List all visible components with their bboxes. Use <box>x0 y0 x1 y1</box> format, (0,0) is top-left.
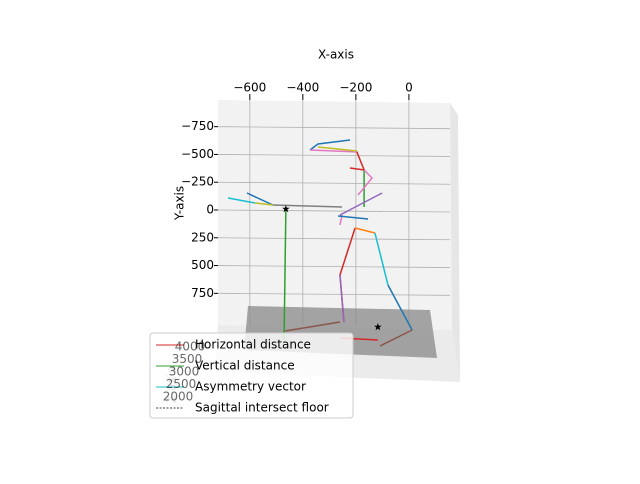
segment <box>317 146 358 152</box>
plot-area <box>227 139 413 347</box>
grid-line <box>217 237 451 241</box>
z-tick-label: 4000 <box>175 340 206 354</box>
segment <box>338 215 369 220</box>
segment <box>387 284 413 331</box>
legend-label: Vertical distance <box>195 359 295 373</box>
segment <box>379 329 413 347</box>
legend: Horizontal distance Vertical distance Asym… <box>149 332 354 419</box>
segment <box>374 232 389 286</box>
grid-line <box>217 292 451 296</box>
grid-line <box>217 265 451 268</box>
z-tick-label: 3000 <box>169 365 200 379</box>
y-axis-label: Y-axis <box>173 186 187 221</box>
legend-label: Horizontal distance <box>195 338 311 352</box>
x-tick-label: −200 <box>339 81 372 95</box>
segment <box>246 192 274 206</box>
segment <box>309 149 359 153</box>
side-pane <box>450 103 460 382</box>
x-tick-label: −400 <box>286 81 319 95</box>
legend-label: Sagittal intersect floor <box>195 401 329 415</box>
y-tick-label: −250 <box>181 175 214 189</box>
z-tick-label: 2000 <box>163 390 194 404</box>
segment <box>272 204 343 208</box>
grid-line <box>217 209 451 213</box>
x-axis-label: X-axis <box>318 48 354 62</box>
segment <box>255 202 273 206</box>
y-tick-label: −750 <box>181 119 214 133</box>
grid <box>214 94 451 325</box>
segment <box>284 321 341 332</box>
y-tick-label: 0 <box>206 203 214 217</box>
y-tick-label: 500 <box>191 258 214 272</box>
z-tick-label: 3500 <box>172 352 203 366</box>
legend-label: Asymmetry vector <box>195 380 306 394</box>
x-tick-label: 0 <box>405 81 413 95</box>
z-tick-label: 2500 <box>166 377 197 391</box>
back-pane <box>218 100 452 330</box>
grid-line <box>217 126 451 130</box>
segment <box>357 169 374 196</box>
segment <box>339 274 345 323</box>
star-marker <box>374 323 382 331</box>
segment <box>227 197 256 204</box>
segment <box>309 139 351 151</box>
segment <box>354 227 376 234</box>
legend-box <box>149 332 354 419</box>
segment <box>283 208 287 343</box>
y-tick-label: 250 <box>191 230 214 244</box>
y-tick-label: 750 <box>191 286 214 300</box>
grid-line <box>217 154 451 157</box>
grid-line <box>217 181 451 185</box>
segment <box>339 192 383 216</box>
x-tick-label: −600 <box>233 81 266 95</box>
y-tick-label: −500 <box>181 147 214 161</box>
star-marker <box>282 205 290 213</box>
